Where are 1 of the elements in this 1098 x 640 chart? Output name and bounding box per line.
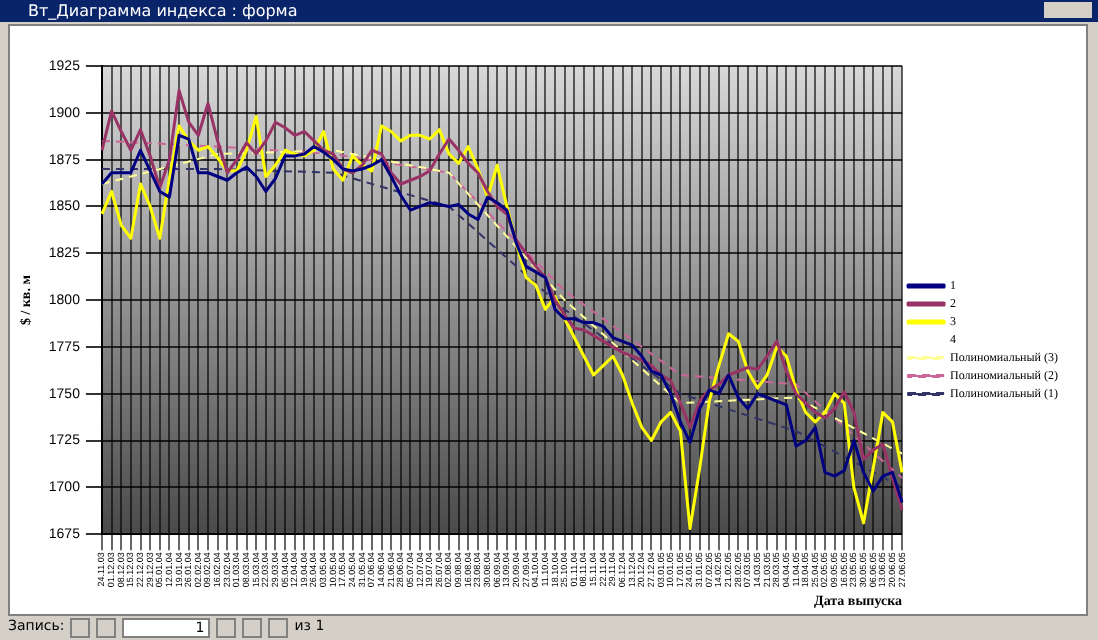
chart-title: Вт_Диаграмма индекса : форма [28, 2, 298, 20]
